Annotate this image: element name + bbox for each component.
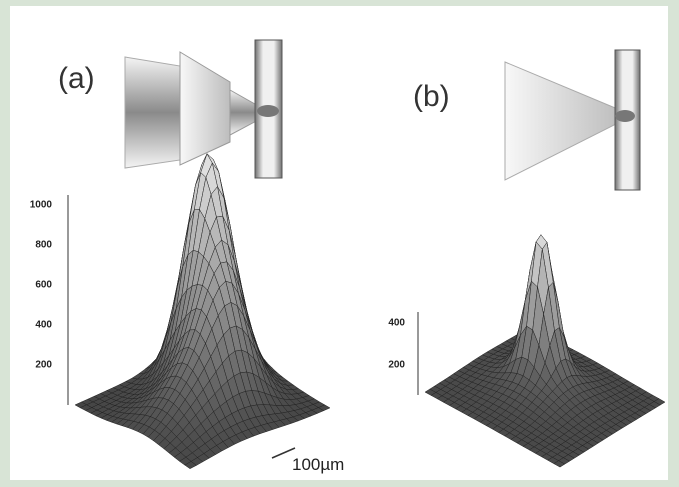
schematic-a: [124, 39, 283, 179]
z-tick-label: 800: [35, 240, 52, 251]
panel-label: (a): [58, 62, 95, 95]
scale-bar-label: 100µm: [292, 455, 344, 474]
surface-cell: [553, 460, 566, 468]
z-tick-label: 600: [35, 280, 52, 291]
panel-label: (b): [413, 80, 450, 113]
z-tick-label: 400: [35, 320, 52, 331]
z-tick-label: 400: [388, 318, 405, 329]
z-tick-label: 200: [35, 360, 52, 371]
surface-cell: [184, 461, 197, 469]
scale-bar: [271, 447, 296, 459]
surface-plots: 1000 800 600 400 200 400 200: [30, 153, 666, 469]
z-tick-label: 200: [388, 360, 405, 371]
schematic-b: [504, 49, 641, 191]
z-tick-label: 1000: [30, 200, 53, 211]
